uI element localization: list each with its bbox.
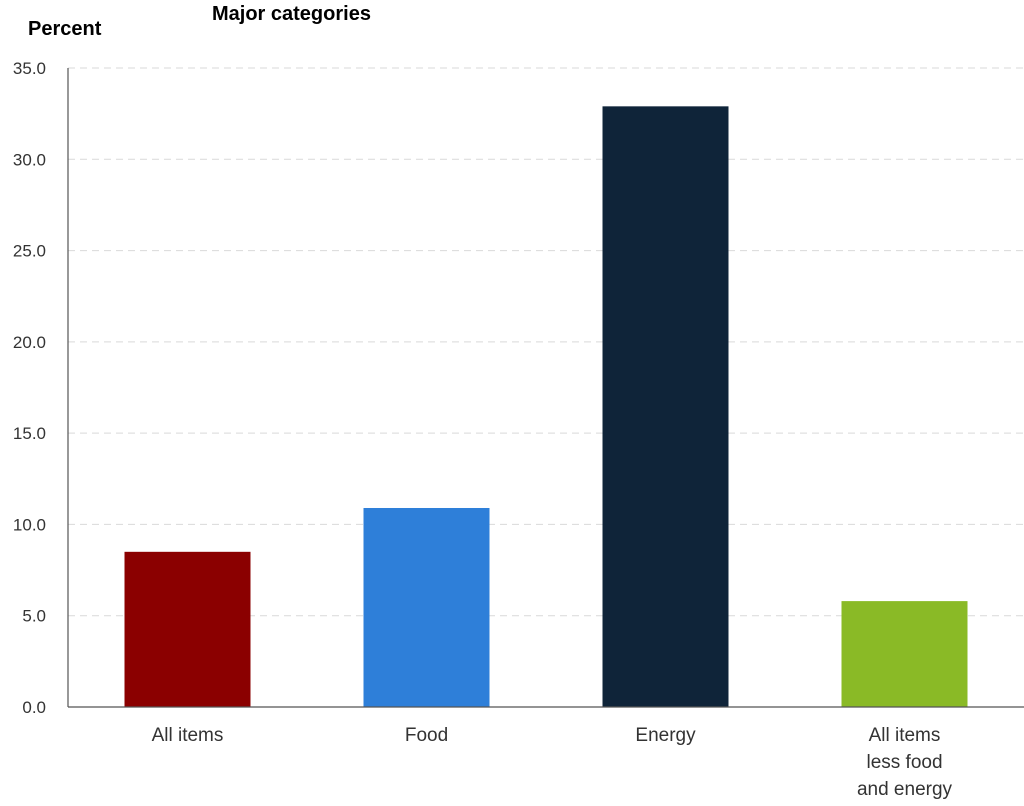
chart-title: Major categories	[212, 3, 371, 25]
bar	[363, 507, 490, 707]
category-label: Energy	[635, 725, 696, 746]
bars	[124, 106, 968, 708]
bar	[124, 551, 251, 707]
y-tick-label: 35.0	[13, 59, 46, 78]
category-label: All items	[152, 725, 224, 746]
category-label: and energy	[857, 779, 953, 800]
y-tick-label: 15.0	[13, 424, 46, 443]
y-tick-label: 25.0	[13, 242, 46, 261]
category-label: All items	[869, 725, 941, 746]
y-axis-label: Percent	[28, 18, 102, 40]
bar	[841, 601, 968, 707]
category-labels: All items Food Energy All items less food and…	[152, 725, 953, 800]
y-tick-label: 30.0	[13, 150, 46, 169]
y-tick-label: 20.0	[13, 333, 46, 352]
category-label: Food	[405, 725, 448, 746]
y-tick-label: 10.0	[13, 515, 46, 534]
bar	[602, 106, 729, 708]
y-tick-labels: 0.0 5.0 10.0 15.0 20.0 25.0 30.0 35.0	[13, 59, 46, 717]
y-tick-label: 5.0	[22, 607, 46, 626]
category-label: less food	[866, 752, 942, 773]
grid-lines	[68, 67, 1024, 617]
y-tick-label: 0.0	[22, 698, 46, 717]
